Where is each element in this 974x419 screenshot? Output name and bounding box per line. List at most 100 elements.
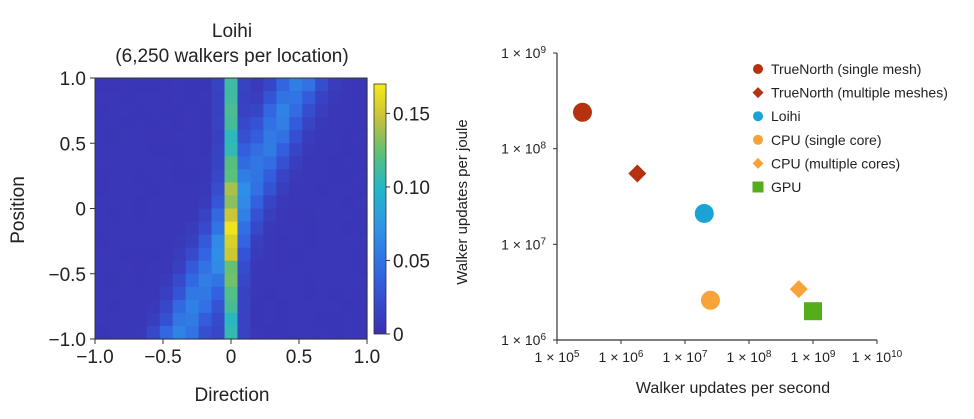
heatmap-cell [302,156,316,170]
heatmap-cell [250,91,264,105]
heatmap-cell [315,273,329,288]
heatmap-cell [107,221,122,236]
legend-label: TrueNorth (single mesh) [771,61,921,77]
heatmap-cell [185,117,200,131]
scatter-legend: TrueNorth (single mesh) TrueNorth (multip… [752,61,948,195]
heatmap-cell [328,221,342,236]
heatmap-cell [250,117,264,131]
heatmap-cell [302,299,316,314]
heatmap-cell [107,78,122,92]
heatmap-cell [211,286,226,301]
heatmap-cell [289,260,303,275]
scatter-y-ticks: 1 × 109 1 × 108 1 × 107 1 × 106 [501,45,557,348]
heatmap-cell [315,312,329,327]
heatmap-cell [107,130,122,144]
heatmap-cell [276,91,290,105]
heatmap-cell [185,91,200,105]
heatmap-cell [328,130,342,144]
heatmap-cell [328,169,342,183]
heatmap-cell [107,104,122,118]
heatmap-cell [276,208,290,223]
heatmap-cell [315,195,329,210]
heatmap-cell [276,169,290,183]
heatmap-cell [133,299,148,314]
scatter-point [694,204,714,224]
heatmap-cell [276,104,290,118]
heatmap-cell [302,273,316,288]
legend-marker [753,64,763,74]
heatmap-cell [185,130,200,144]
heatmap-cell [315,286,329,301]
heatmap-cell [185,195,200,210]
heatmap-cell [341,91,355,105]
heatmap-cell [341,143,355,157]
heatmap-cell [354,91,368,105]
heatmap-cell [185,234,200,249]
heatmap-cell [211,273,226,288]
heatmap-cell [341,221,355,236]
heatmap-cell [172,78,187,92]
heatmap-cell [95,91,109,105]
heatmap-cell [211,247,226,262]
heatmap-title: Loihi [212,21,252,42]
heatmap-cell [263,117,277,131]
heatmap-cell [146,143,161,157]
heatmap-cell [315,221,329,236]
heatmap-cell [237,182,252,197]
heatmap-cell [211,182,226,197]
scatter-y-axis-label: Walker updates per joule [454,119,471,284]
heatmap-cell [146,325,161,340]
heatmap-cell [95,169,109,183]
heatmap-cell [237,91,252,105]
heatmap-cell [289,299,303,314]
heatmap-cell [302,312,316,327]
heatmap-cell [276,234,290,249]
heatmap-cell [341,169,355,183]
heatmap-cell [276,156,290,170]
heatmap-cell [263,143,277,157]
heatmap-y-tick-label: 1.0 [60,69,86,90]
heatmap-cell [185,156,200,170]
heatmap-cell [211,312,226,327]
heatmap-cell [107,299,122,314]
heatmap-cell [302,169,316,183]
heatmap-cell [172,221,187,236]
heatmap-cell [211,156,226,170]
heatmap-cell [354,130,368,144]
heatmap-cell [120,234,135,249]
colorbar [373,83,387,335]
heatmap-cell [341,117,355,131]
heatmap-cell [263,169,277,183]
heatmap-cell [107,169,122,183]
heatmap-cell [263,260,277,275]
heatmap-cell [354,247,368,262]
colorbar-tick-label: 0 [393,325,404,346]
heatmap-cell [172,169,187,183]
heatmap-cell [237,273,252,288]
heatmap-cell [354,143,368,157]
heatmap-cell [328,208,342,223]
heatmap-cell [354,195,368,210]
heatmap-cell [224,195,239,210]
colorbar-tick-label: 0.15 [393,104,430,125]
heatmap-y-ticks: 1.0 0.5 0 −0.5 −1.0 [48,69,95,351]
heatmap-x-tick-label: −1.0 [76,347,114,368]
heatmap-cell [237,143,252,157]
heatmap-cell [354,299,368,314]
heatmap-cell [263,221,277,236]
heatmap-cell [146,234,161,249]
heatmap-cell [302,221,316,236]
heatmap-cell [198,182,213,197]
heatmap-cell [146,156,161,170]
heatmap-cell [250,247,264,262]
heatmap-cell [250,182,264,197]
heatmap-cell [133,325,148,340]
scatter-y-tick-label: 1 × 109 [501,45,546,62]
heatmap-cell [95,130,109,144]
heatmap-cell [341,273,355,288]
heatmap-cell [276,182,290,197]
legend-marker [752,157,764,169]
legend-label: TrueNorth (multiple meshes) [771,85,948,101]
heatmap-cell [159,325,174,340]
heatmap-cell [289,182,303,197]
